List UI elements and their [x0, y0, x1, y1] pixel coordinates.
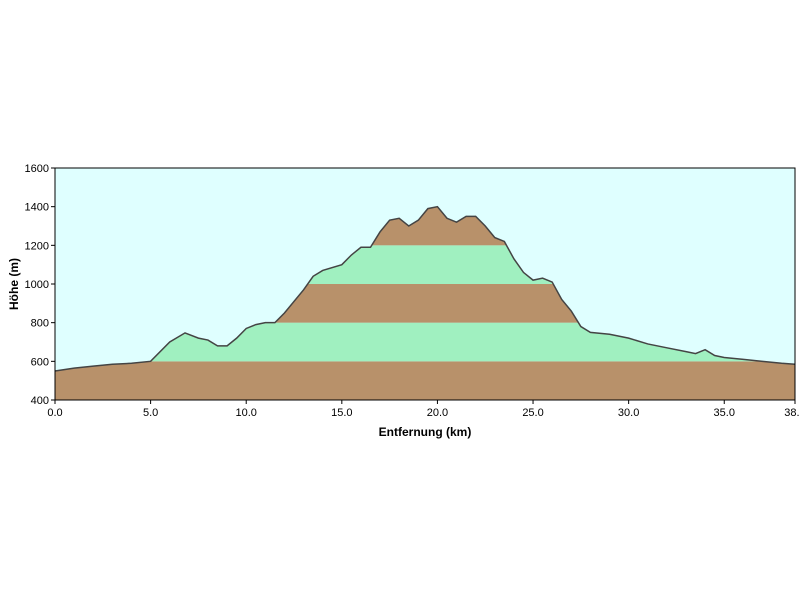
- y-tick-label: 1600: [25, 163, 49, 175]
- x-tick-label: 0.0: [47, 407, 62, 419]
- y-tick-label: 600: [31, 356, 49, 368]
- x-tick-label: 5.0: [143, 407, 158, 419]
- y-tick-label: 400: [31, 395, 49, 407]
- x-tick-label: 25.0: [522, 407, 543, 419]
- x-tick-label: 30.0: [618, 407, 639, 419]
- y-axis-title: Höhe (m): [7, 258, 21, 310]
- x-tick-label: 10.0: [236, 407, 257, 419]
- y-tick-label: 800: [31, 318, 49, 330]
- y-tick-label: 1400: [25, 202, 49, 214]
- x-tick-label: 15.0: [331, 407, 352, 419]
- x-tick-label: 20.0: [427, 407, 448, 419]
- y-tick-label: 1000: [25, 279, 49, 291]
- x-tick-label: 38.7: [784, 407, 800, 419]
- elevation-line: [54, 205, 796, 372]
- elevation-band: [55, 361, 795, 400]
- x-tick-label: 35.0: [714, 407, 735, 419]
- x-axis-title: Entfernung (km): [379, 425, 472, 439]
- y-tick-label: 1200: [25, 240, 49, 252]
